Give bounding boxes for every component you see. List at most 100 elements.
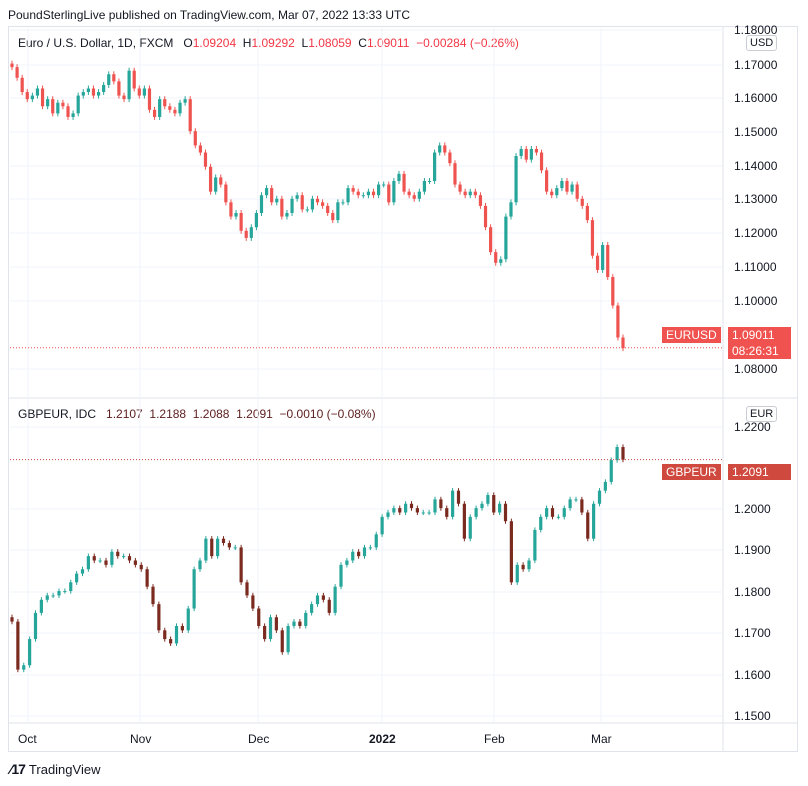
chart-frame[interactable] xyxy=(8,26,798,752)
gbpeur-candle xyxy=(122,556,126,558)
top-low-value: 1.08059 xyxy=(308,36,352,50)
gbpeur-candle xyxy=(386,512,390,517)
top-last-price-label: 1.09011 xyxy=(728,327,791,343)
bottom-change: −0.0010 (−0.08%) xyxy=(279,407,376,421)
top-high-label: H xyxy=(242,36,252,50)
gbpeur-candle xyxy=(198,560,202,570)
gbpeur-candle xyxy=(498,503,502,513)
eurusd-candle xyxy=(575,184,579,199)
gbpeur-candle xyxy=(409,503,414,509)
eurusd-candle xyxy=(96,92,101,96)
eurusd-candle xyxy=(20,77,24,93)
eurusd-candle xyxy=(397,173,401,181)
eurusd-candle xyxy=(76,95,80,114)
eurusd-candle xyxy=(203,152,208,167)
gbpeur-candle xyxy=(251,595,255,609)
gbpeur-candle xyxy=(433,499,437,513)
eurusd-candle xyxy=(448,152,452,164)
gbpeur-candle xyxy=(404,503,408,513)
eurusd-candle xyxy=(112,74,116,82)
eurusd-candle xyxy=(336,202,340,221)
eurusd-candle xyxy=(152,109,157,117)
y-tick-label: 1.12000 xyxy=(734,226,778,240)
gbpeur-candle xyxy=(562,508,566,517)
gbpeur-candle xyxy=(274,617,278,631)
top-legend: Euro / U.S. Dollar, 1D, FXCM O1.09204 H1… xyxy=(18,36,519,50)
eurusd-candle xyxy=(86,88,90,93)
eurusd-candle xyxy=(412,195,416,199)
gbpeur-candle xyxy=(468,516,472,539)
eurusd-candle xyxy=(402,173,406,192)
bottom-open-value: 1.2107 xyxy=(106,407,143,421)
eurusd-candle xyxy=(514,156,518,203)
gbpeur-candle xyxy=(69,582,73,592)
gbpeur-candle xyxy=(204,538,208,561)
eurusd-candle xyxy=(132,70,136,89)
y-tick-label: 1.10000 xyxy=(734,294,778,308)
publisher-line: PoundSterlingLive published on TradingVi… xyxy=(8,8,411,22)
eurusd-candle xyxy=(595,255,600,270)
eurusd-candle xyxy=(443,145,447,153)
eurusd-candle xyxy=(15,67,19,78)
gbpeur-candle xyxy=(456,490,461,504)
gbpeur-candle xyxy=(357,551,361,557)
gbpeur-candle xyxy=(116,551,120,557)
eurusd-candle xyxy=(285,213,289,217)
eurusd-candle xyxy=(326,205,330,213)
gbpeur-candle xyxy=(280,630,284,653)
gbpeur-candle xyxy=(28,639,32,666)
eurusd-candle xyxy=(529,148,533,160)
eurusd-candle xyxy=(463,191,467,196)
eurusd-candle xyxy=(387,184,391,203)
tradingview-logo-text: TradingView xyxy=(28,761,101,777)
bottom-currency-badge[interactable]: EUR xyxy=(746,406,778,422)
x-tick-label: Oct xyxy=(18,732,37,746)
gbpeur-candle xyxy=(327,599,331,613)
eurusd-candle xyxy=(178,102,182,114)
eurusd-candle xyxy=(478,195,483,206)
top-currency-badge[interactable]: USD xyxy=(746,35,778,51)
eurusd-candle xyxy=(188,99,192,132)
gbpeur-candle xyxy=(75,573,79,583)
top-close-label: C xyxy=(358,36,367,50)
gbpeur-candle xyxy=(315,595,320,605)
gbpeur-candle xyxy=(57,591,61,596)
gbpeur-candle xyxy=(351,551,355,561)
top-symbol: Euro / U.S. Dollar, 1D, FXCM xyxy=(18,36,174,50)
y-tick-label: 1.14000 xyxy=(734,159,778,173)
gbpeur-candle xyxy=(257,608,261,626)
gbpeur-candle xyxy=(216,538,220,557)
gbpeur-candle xyxy=(345,560,349,565)
gbpeur-candle xyxy=(210,538,214,557)
y-tick-label: 1.16000 xyxy=(734,91,778,105)
eurusd-candle xyxy=(565,180,569,192)
eurusd-candle xyxy=(499,259,503,263)
eurusd-candle xyxy=(361,195,365,197)
gbpeur-candle xyxy=(609,460,613,482)
eurusd-candle xyxy=(366,191,371,196)
gbpeur-candle xyxy=(245,582,249,596)
eurusd-candle xyxy=(570,184,574,192)
eurusd-candle xyxy=(427,180,432,182)
y-tick-label: 1.1800 xyxy=(734,585,771,599)
gbpeur-candle xyxy=(492,495,496,513)
gbpeur-candle xyxy=(451,490,455,517)
eurusd-candle xyxy=(183,99,187,103)
tradingview-logo[interactable]: ⁄17 TradingView xyxy=(10,761,100,777)
tradingview-logo-icon: ⁄17 xyxy=(10,761,26,777)
gbpeur-candle xyxy=(186,608,190,631)
y-tick-label: 1.1500 xyxy=(734,709,771,723)
eurusd-candle xyxy=(315,198,320,203)
eurusd-candle xyxy=(61,102,65,107)
eurusd-candle xyxy=(229,202,233,217)
eurusd-candle xyxy=(35,88,40,96)
eurusd-candle xyxy=(489,227,493,253)
gbpeur-candle xyxy=(398,508,402,513)
gbpeur-candle xyxy=(509,521,513,583)
gbpeur-candle xyxy=(321,595,325,600)
x-tick-label: Mar xyxy=(591,732,612,746)
gbpeur-candle xyxy=(310,604,314,613)
gbpeur-candle xyxy=(92,556,96,561)
x-tick-label: Nov xyxy=(130,732,151,746)
